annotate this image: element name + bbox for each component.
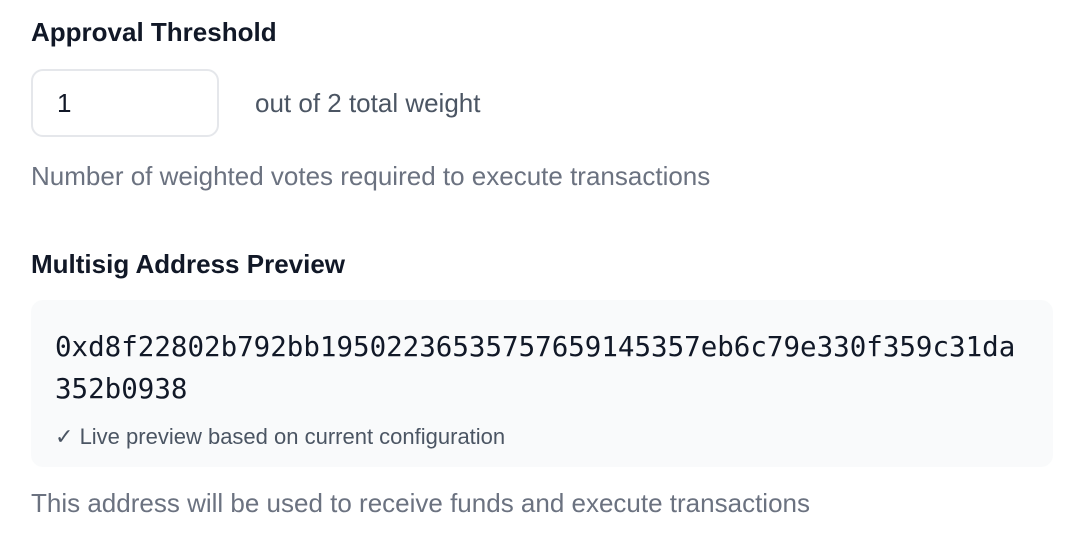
live-preview-note: ✓ Live preview based on current configur… [55,424,1029,450]
address-preview-label: Multisig Address Preview [31,249,346,279]
address-preview-box: 0xd8f22802b792bb19502236535757659145357e… [31,300,1053,467]
multisig-address: 0xd8f22802b792bb19502236535757659145357e… [55,331,1016,405]
live-preview-text: Live preview based on current configurat… [79,424,506,449]
address-help-text: This address will be used to receive fun… [31,488,810,518]
check-icon: ✓ [55,424,74,449]
threshold-help-text: Number of weighted votes required to exe… [31,161,711,191]
total-weight-text: out of 2 total weight [255,88,481,118]
approval-threshold-label: Approval Threshold [31,17,277,47]
approval-threshold-input[interactable] [31,69,219,137]
